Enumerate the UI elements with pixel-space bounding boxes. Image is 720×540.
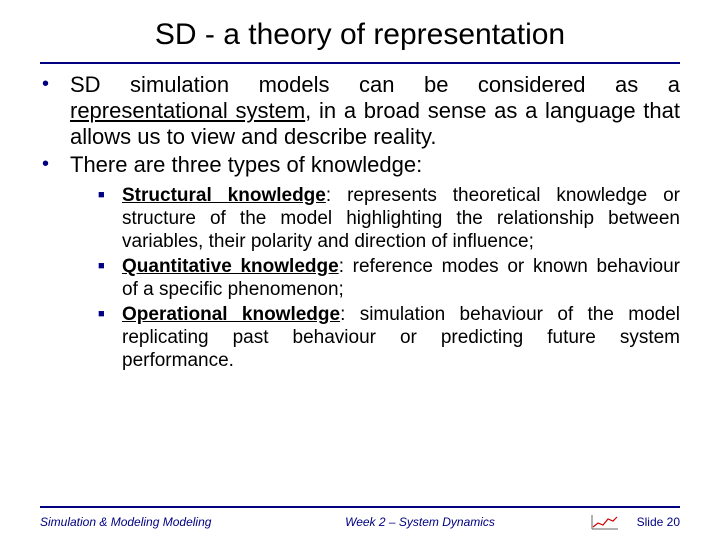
square-bullet-icon: ■: [98, 255, 122, 277]
sub-bullet-row: ■ Operational knowledge: simulation beha…: [98, 303, 680, 372]
sub-bullet-text: Structural knowledge: represents theoret…: [122, 184, 680, 253]
bullet-text: SD simulation models can be considered a…: [70, 72, 680, 150]
bullet-row: • There are three types of knowledge:: [40, 152, 680, 178]
disc-bullet-icon: •: [40, 72, 70, 96]
divider-top: [40, 62, 680, 64]
sub-bullet-head: Operational knowledge: [122, 304, 340, 325]
bullet-text: There are three types of knowledge:: [70, 152, 680, 178]
bullet-underline: representational system: [70, 98, 305, 123]
content-area: • SD simulation models can be considered…: [40, 72, 680, 500]
sub-bullet-row: ■ Quantitative knowledge: reference mode…: [98, 255, 680, 301]
footer: Simulation & Modeling Modeling Week 2 – …: [40, 512, 680, 532]
slide-title: SD - a theory of representation: [0, 18, 720, 52]
bullet-pre: There are three types of knowledge:: [70, 152, 422, 177]
bullet-pre: SD simulation models can be considered a…: [70, 72, 680, 97]
sub-bullet-head: Quantitative knowledge: [122, 256, 339, 277]
square-bullet-icon: ■: [98, 303, 122, 325]
footer-center: Week 2 – System Dynamics: [260, 515, 580, 529]
divider-bottom: [40, 506, 680, 508]
disc-bullet-icon: •: [40, 152, 70, 176]
footer-right: Slide 20: [580, 515, 680, 529]
sub-bullet-text: Quantitative knowledge: reference modes …: [122, 255, 680, 301]
slide: SD - a theory of representation • SD sim…: [0, 0, 720, 540]
square-bullet-icon: ■: [98, 184, 122, 206]
sub-bullet-head: Structural knowledge: [122, 185, 326, 206]
footer-left: Simulation & Modeling Modeling: [40, 515, 260, 529]
sub-bullet-text: Operational knowledge: simulation behavi…: [122, 303, 680, 372]
bullet-row: • SD simulation models can be considered…: [40, 72, 680, 150]
sub-list: ■ Structural knowledge: represents theor…: [98, 184, 680, 372]
sub-bullet-row: ■ Structural knowledge: represents theor…: [98, 184, 680, 253]
